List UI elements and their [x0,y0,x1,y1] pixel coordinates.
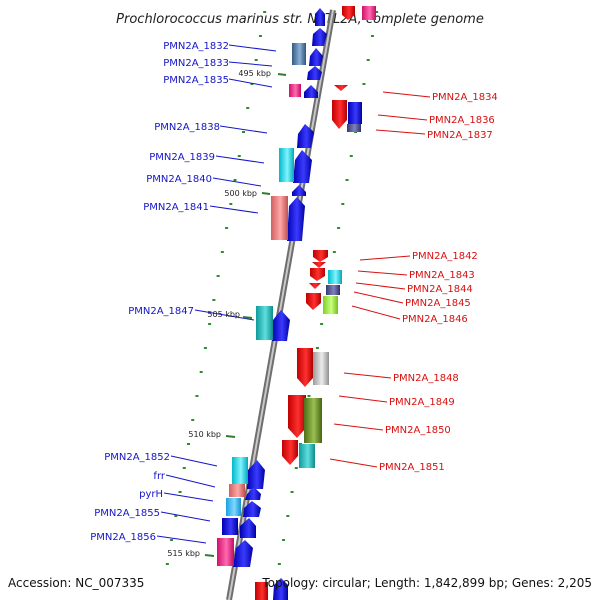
gene-box[interactable] [347,124,361,132]
gene-label[interactable]: PMN2A_1838 [154,122,220,133]
gene-box[interactable] [299,444,315,468]
gene-arrow[interactable] [273,578,288,600]
gene-label[interactable]: PMN2A_1840 [146,174,212,185]
gene-label[interactable]: PMN2A_1843 [409,270,475,281]
gene-arrow[interactable] [272,310,290,341]
gene-label[interactable]: pyrH [139,489,163,500]
gene-box[interactable] [362,6,376,20]
gene-box[interactable] [256,306,273,340]
gene-arrow[interactable] [307,66,322,80]
gene-arrow[interactable] [342,6,355,20]
scale-label: 505 kbp [207,310,240,319]
topology-text: Topology: circular; Length: 1,842,899 bp… [261,576,592,590]
gene-arrow[interactable] [334,85,348,91]
left-gene-labels: PMN2A_1832 PMN2A_1833 PMN2A_1835 PMN2A_1… [90,41,229,543]
gene-box[interactable] [292,43,306,65]
gene-box[interactable] [255,582,268,600]
gene-arrow[interactable] [282,440,298,465]
gene-arrow[interactable] [332,100,347,129]
gene-label[interactable]: PMN2A_1844 [407,284,473,295]
scale-label: 495 kbp [238,69,271,78]
gene-arrow[interactable] [233,540,253,567]
gene-label[interactable]: frr [153,471,165,482]
gene-arrow[interactable] [297,348,313,387]
gene-arrow[interactable] [310,268,325,281]
gene-box[interactable] [279,148,294,182]
gene-label[interactable]: PMN2A_1847 [128,306,194,317]
gene-box[interactable] [348,102,362,124]
gene-label[interactable]: PMN2A_1852 [104,452,170,463]
gene-label[interactable]: PMN2A_1850 [385,425,451,436]
plus-strand-cog [217,43,306,600]
gene-box[interactable] [232,457,248,484]
right-gene-labels: PMN2A_1834 PMN2A_1836 PMN2A_1837 PMN2A_1… [379,92,498,473]
gene-arrow[interactable] [293,150,312,183]
gene-box[interactable] [313,352,329,385]
gene-box[interactable] [289,84,301,97]
gene-label[interactable]: PMN2A_1837 [427,130,493,141]
map-title: Prochlorococcus marinus str. NATL2A, com… [116,12,484,27]
gene-label[interactable]: PMN2A_1842 [412,251,478,262]
gene-arrow[interactable] [312,262,326,268]
scale-label: 515 kbp [167,549,200,558]
gene-box[interactable] [229,484,245,497]
scale-labels: 495 kbp 500 kbp 505 kbp 510 kbp 515 kbp [167,69,271,558]
gene-box[interactable] [226,498,241,516]
gene-box[interactable] [222,518,238,535]
gene-label[interactable]: PMN2A_1856 [90,532,156,543]
gene-label[interactable]: PMN2A_1845 [405,298,471,309]
plus-strand-genes [233,8,327,600]
gene-label[interactable]: PMN2A_1835 [163,75,229,86]
scale-label: 510 kbp [188,430,221,439]
gene-arrow[interactable] [288,395,306,438]
accession-text: Accession: NC_007335 [8,576,144,590]
gene-label[interactable]: PMN2A_1839 [149,152,215,163]
gene-label[interactable]: PMN2A_1851 [379,462,445,473]
gene-arrow[interactable] [240,518,256,538]
gene-label[interactable]: PMN2A_1841 [143,202,209,213]
gene-label[interactable]: PMN2A_1833 [163,58,229,69]
gene-box[interactable] [326,285,340,295]
gene-box[interactable] [328,270,342,284]
minus-strand-cog [299,6,376,468]
gene-box[interactable] [323,296,338,314]
gene-arrow[interactable] [315,8,325,26]
gene-arrow[interactable] [243,501,261,517]
gene-label[interactable]: PMN2A_1834 [432,92,498,103]
gene-label[interactable]: PMN2A_1855 [94,508,160,519]
gene-box[interactable] [217,538,234,566]
tick-marks [165,11,379,565]
gene-arrow[interactable] [312,28,327,46]
gene-arrow[interactable] [309,48,323,66]
gene-arrow[interactable] [304,85,318,98]
gene-box[interactable] [304,398,322,443]
gene-label[interactable]: PMN2A_1846 [402,314,468,325]
minus-strand-genes [282,6,355,465]
gene-arrow[interactable] [309,283,321,289]
leader-lines [156,44,431,544]
gene-arrow[interactable] [306,293,321,310]
gene-arrow[interactable] [287,197,305,241]
gene-label[interactable]: PMN2A_1832 [163,41,229,52]
gene-arrow[interactable] [247,460,265,489]
scale-label: 500 kbp [224,189,257,198]
genome-backbone-highlight [228,9,334,600]
gene-arrow[interactable] [292,185,306,196]
gene-label[interactable]: PMN2A_1836 [429,115,495,126]
gene-arrow[interactable] [297,124,314,148]
gene-box[interactable] [271,196,288,240]
gene-label[interactable]: PMN2A_1848 [393,373,459,384]
gene-arrow[interactable] [313,250,328,262]
scale-ticks [204,73,287,557]
gene-label[interactable]: PMN2A_1849 [389,397,455,408]
gene-arrow[interactable] [245,487,261,500]
